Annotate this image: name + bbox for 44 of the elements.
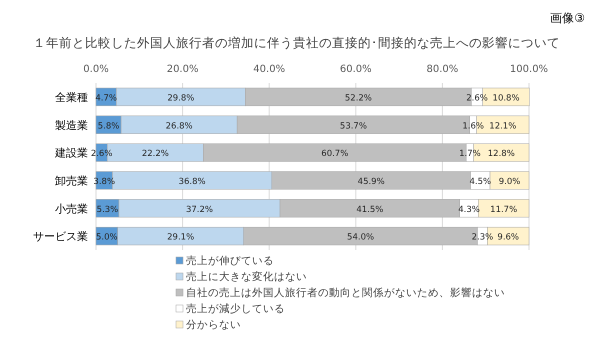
- data-label: 12.8%: [488, 149, 515, 160]
- x-tick-label: 20.0%: [166, 64, 198, 75]
- y-tick-label: 小売業: [55, 202, 88, 216]
- data-label: 11.7%: [490, 204, 518, 215]
- data-label: 2.3%: [472, 232, 494, 243]
- data-label: 10.8%: [492, 93, 520, 104]
- x-tick-label: 100.0%: [510, 64, 548, 75]
- legend-label: 売上が伸びている: [186, 254, 274, 267]
- y-tick-label: 卸売業: [55, 174, 88, 188]
- legend-label: 分からない: [186, 319, 241, 331]
- data-label: 2.6%: [466, 93, 488, 104]
- legend-label: 売上が減少している: [186, 302, 285, 315]
- x-tick-label: 40.0%: [253, 64, 286, 75]
- data-label: 1.6%: [462, 121, 484, 132]
- data-label: 37.2%: [186, 204, 213, 215]
- chart-title: １年前と比較した外国人旅行者の増加に伴う貴社の直接的･間接的な売上への影響について: [33, 35, 560, 50]
- y-tick-label: 全業種: [55, 90, 88, 104]
- data-label: 12.1%: [489, 121, 516, 132]
- x-tick-label: 60.0%: [340, 64, 372, 75]
- x-tick-label: 80.0%: [426, 64, 458, 75]
- data-label: 5.3%: [96, 204, 118, 215]
- data-label: 26.8%: [166, 121, 193, 132]
- data-label: 36.8%: [178, 176, 206, 187]
- data-label: 4.3%: [458, 204, 480, 215]
- data-label: 45.9%: [358, 176, 385, 187]
- data-label: 54.0%: [347, 232, 374, 243]
- y-tick-label: 建設業: [54, 146, 88, 160]
- y-tick-label: サービス業: [33, 230, 88, 244]
- data-label: 52.2%: [344, 93, 372, 104]
- data-label: 41.5%: [356, 204, 384, 215]
- data-label: 9.0%: [498, 176, 520, 187]
- data-label: 29.8%: [167, 93, 194, 104]
- data-label: 9.6%: [497, 232, 520, 243]
- data-label: 22.2%: [142, 149, 169, 160]
- data-label: 5.0%: [96, 232, 118, 243]
- data-label: 53.7%: [340, 121, 367, 132]
- data-label: 60.7%: [321, 149, 348, 160]
- y-tick-label: 製造業: [55, 118, 88, 132]
- data-label: 5.8%: [98, 121, 120, 132]
- data-label: 1.7%: [459, 149, 481, 160]
- x-tick-label: 0.0%: [83, 64, 109, 75]
- data-label: 4.5%: [469, 176, 492, 187]
- text: 画像③: [550, 11, 585, 25]
- data-label: 29.1%: [167, 232, 194, 243]
